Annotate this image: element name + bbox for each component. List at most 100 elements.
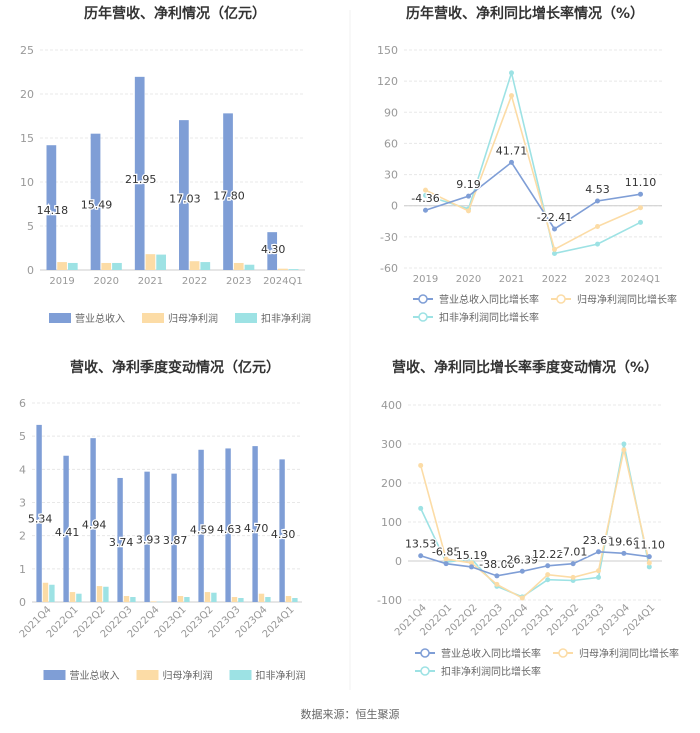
legend-label: 扣非净利润同比增长率 [441, 665, 541, 678]
data-label: -7.01 [559, 546, 587, 559]
data-point [545, 577, 551, 583]
x-tick-label: 2020 [94, 276, 119, 287]
bar-deducted-profit [76, 593, 82, 602]
x-tick-label: 2021 [138, 276, 163, 287]
bar-parent-profit [278, 268, 288, 270]
bar-revenue [267, 232, 278, 270]
bar-deducted-profit [49, 584, 55, 602]
legend-label: 扣非净利润同比增长率 [439, 311, 539, 324]
bar-revenue [179, 120, 189, 270]
data-point [443, 561, 449, 567]
y-tick-label: 60 [384, 137, 398, 150]
data-point [596, 568, 601, 574]
data-point [646, 564, 652, 570]
data-label: 14.18 [37, 204, 69, 217]
data-point [469, 564, 474, 570]
bar-parent-profit [231, 597, 238, 602]
x-tick-label: 2022 [542, 274, 567, 285]
bar-parent-profit [204, 592, 211, 602]
series-line [419, 443, 651, 598]
legend-label: 营业总收入 [70, 669, 120, 682]
bar-revenue [90, 438, 96, 602]
data-label: 4.30 [261, 243, 286, 256]
series-line [419, 449, 651, 600]
bar-parent-profit [177, 596, 184, 602]
y-tick-label: 100 [381, 516, 402, 529]
data-label: 26.39 [507, 553, 539, 566]
bar-parent-profit [258, 593, 265, 602]
legend-swatch [136, 670, 159, 680]
data-label: 17.80 [213, 190, 245, 203]
legend-marker [418, 312, 428, 322]
x-tick-label: 2021 [499, 274, 524, 285]
bar-deducted-profit [265, 597, 271, 602]
data-label: -22.41 [537, 211, 572, 224]
data-point [545, 572, 551, 578]
y-tick-label: 6 [19, 397, 26, 410]
x-tick-label: 2023 [585, 274, 610, 285]
data-point [443, 556, 449, 562]
data-label: 15.19 [456, 549, 488, 562]
bar-deducted-profit [211, 592, 217, 602]
bar-deducted-profit [112, 262, 122, 270]
series-line [425, 161, 641, 231]
data-point [423, 187, 428, 193]
data-source-footer: 数据来源：恒生聚源 [300, 708, 400, 721]
legend-marker [420, 648, 430, 658]
data-label: 3.93 [136, 533, 161, 546]
data-point [570, 574, 576, 580]
bar-parent-profit [96, 586, 103, 602]
y-tick-label: 0 [27, 264, 34, 277]
data-point [621, 550, 627, 556]
data-point [545, 563, 551, 569]
chart-title: 历年营收、净利同比增长率情况（%） [406, 5, 644, 22]
data-point [596, 549, 601, 555]
data-point [646, 560, 652, 566]
legend-swatch [43, 670, 66, 680]
bar-revenue [225, 448, 231, 602]
data-point [519, 595, 525, 601]
bar-deducted-profit [157, 601, 163, 603]
data-point [552, 250, 557, 256]
bar-parent-profit [233, 262, 244, 270]
x-tick-label: 2024Q1 [263, 276, 303, 287]
legend-swatch [142, 313, 164, 323]
data-label: 4.94 [82, 518, 107, 531]
legend-label: 归母净利润同比增长率 [577, 293, 677, 306]
data-label: 21.95 [125, 173, 157, 186]
legend-swatch [229, 670, 252, 680]
bar-revenue [252, 446, 258, 602]
y-tick-label: 5 [27, 220, 34, 233]
data-point [596, 574, 601, 580]
y-tick-label: 0 [391, 200, 398, 213]
data-point [494, 573, 500, 579]
legend-label: 营业总收入 [75, 312, 125, 325]
x-tick-label: 2022 [182, 276, 207, 287]
data-point [638, 219, 643, 225]
x-tick-label: 2024Q1 [621, 274, 661, 285]
data-point [469, 556, 474, 562]
legend-label: 营业总收入同比增长率 [439, 293, 539, 306]
y-tick-label: 200 [381, 477, 402, 490]
y-tick-label: 90 [384, 106, 398, 119]
bar-parent-profit [285, 596, 292, 602]
bar-revenue [63, 455, 69, 602]
legend-label: 归母净利润 [168, 312, 218, 325]
y-tick-label: 30 [384, 169, 398, 182]
data-point [570, 561, 576, 567]
bar-deducted-profit [130, 597, 136, 602]
data-label: 11.10 [625, 176, 657, 189]
bar-parent-profit [123, 596, 130, 602]
data-point [621, 447, 627, 453]
legend-swatch [235, 313, 257, 323]
legend-marker [558, 648, 568, 658]
y-tick-label: 2 [19, 530, 26, 543]
y-tick-label: -100 [377, 594, 402, 607]
legend-label: 归母净利润 [163, 669, 213, 682]
y-tick-label: 400 [381, 399, 402, 412]
bar-deducted-profit [244, 264, 255, 270]
chart-2: 历年营收、净利同比增长率情况（%） -60 -30 0 30 60 90 120 150 2019… [377, 5, 677, 324]
y-tick-label: 0 [395, 555, 402, 568]
legend-label: 归母净利润同比增长率 [579, 647, 679, 660]
bar-revenue [117, 477, 123, 602]
